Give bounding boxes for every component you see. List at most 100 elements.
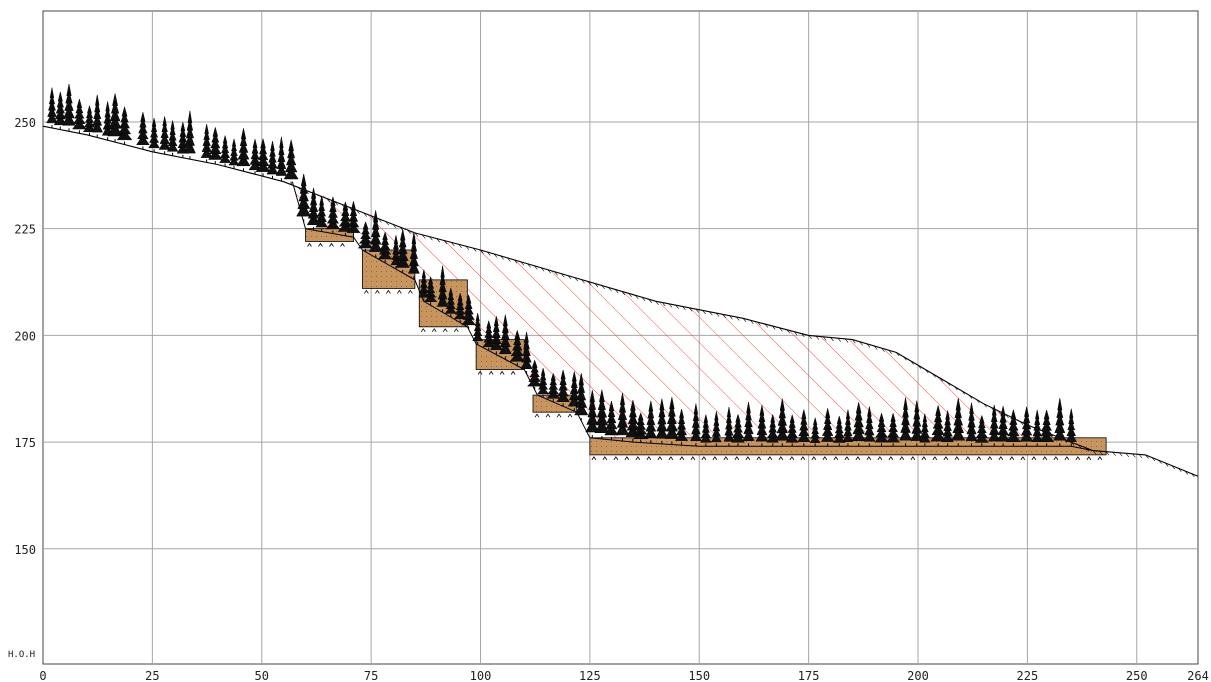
- tree-crown: [988, 404, 1001, 442]
- tree-crown: [200, 124, 213, 158]
- excavation-area: [292, 181, 1093, 451]
- surface-tick: [1099, 450, 1103, 455]
- tree-crown: [537, 367, 550, 395]
- x-tick-label: 200: [907, 669, 929, 682]
- tree: [674, 409, 689, 446]
- tree: [863, 406, 876, 447]
- tree-crown: [207, 126, 223, 160]
- base-marker: [822, 456, 828, 461]
- base-marker: [987, 456, 993, 461]
- base-marker: [635, 456, 641, 461]
- base-marker: [329, 242, 334, 247]
- tree: [248, 139, 262, 175]
- tree-crown: [266, 141, 279, 175]
- surface-tick: [742, 318, 747, 322]
- tree: [325, 196, 341, 234]
- tree: [851, 402, 867, 447]
- x-tick-label: 75: [364, 669, 378, 682]
- surface-tick: [392, 224, 397, 229]
- tree: [520, 331, 533, 375]
- tree: [255, 137, 271, 177]
- surface-tick: [844, 338, 849, 343]
- surface-tick: [859, 341, 863, 346]
- tree-crown: [107, 93, 123, 137]
- surface-tick: [513, 259, 518, 264]
- tree: [785, 413, 799, 447]
- tree-crown: [461, 293, 477, 326]
- tree-crown: [136, 112, 150, 145]
- tree: [1053, 397, 1067, 447]
- base-marker: [855, 456, 861, 461]
- excavation-hatch: [292, 181, 1093, 451]
- tree-crown: [996, 406, 1010, 442]
- tree: [919, 413, 931, 447]
- tree: [377, 231, 393, 263]
- surface-tick: [520, 261, 525, 266]
- tree: [723, 406, 735, 447]
- tree: [742, 402, 755, 447]
- y-tick-label: 200: [14, 329, 36, 343]
- tree: [489, 316, 503, 355]
- tree-crown: [863, 406, 876, 442]
- surface-tick: [601, 285, 605, 290]
- tree-crown: [766, 414, 780, 443]
- surface-tick: [695, 308, 700, 313]
- tree: [219, 135, 232, 167]
- base-marker: [1075, 456, 1081, 461]
- surface-tick: [750, 319, 754, 324]
- tree-crown: [306, 187, 321, 226]
- surface-tick: [715, 312, 720, 317]
- tree-crown: [730, 413, 746, 443]
- surface-tick: [614, 289, 619, 294]
- tree: [594, 389, 610, 439]
- x-tick-label: 125: [579, 669, 601, 682]
- surface-tick: [837, 338, 842, 342]
- surface-tick: [881, 347, 885, 352]
- tree-crown: [615, 392, 630, 436]
- surface-tick: [786, 329, 790, 334]
- tree: [200, 124, 213, 163]
- tree-crown: [219, 135, 232, 163]
- tree: [1038, 409, 1055, 447]
- tree-crown: [337, 201, 354, 232]
- base-marker: [932, 456, 938, 461]
- base-marker: [1086, 456, 1092, 461]
- surface-tick: [932, 373, 936, 378]
- tree: [509, 329, 526, 366]
- tree: [797, 409, 811, 447]
- base-marker: [690, 456, 696, 461]
- surface-tick: [1158, 460, 1162, 464]
- surface-tick: [540, 267, 545, 272]
- tree: [655, 398, 669, 444]
- surface-tick: [407, 229, 411, 234]
- tree: [368, 210, 383, 258]
- surface-tick: [925, 369, 929, 374]
- tree: [395, 229, 410, 273]
- surface-tick: [830, 337, 834, 342]
- surface-tick: [668, 303, 673, 308]
- tree: [537, 367, 550, 398]
- y-tick-label: 150: [14, 543, 36, 557]
- x-tick-label: 264: [1187, 669, 1209, 682]
- tree: [988, 404, 1001, 447]
- base-marker: [734, 456, 740, 461]
- base-marker: [745, 456, 751, 461]
- tree: [755, 405, 769, 447]
- tree-crown: [797, 409, 811, 442]
- tree-crown: [509, 329, 526, 362]
- tree: [116, 105, 133, 145]
- tree-crown: [546, 372, 561, 399]
- tree-crown: [899, 397, 912, 441]
- tree-crown: [941, 410, 954, 443]
- tree: [809, 417, 821, 447]
- surface-tick: [895, 352, 900, 357]
- tree: [604, 400, 619, 440]
- tree-crown: [785, 413, 799, 443]
- ground-line: [42, 125, 1199, 478]
- tree: [306, 187, 321, 231]
- tree: [615, 392, 630, 441]
- base-marker: [340, 242, 345, 247]
- tree-crown: [255, 137, 271, 172]
- base-marker: [510, 370, 516, 375]
- surface-tick: [709, 311, 713, 316]
